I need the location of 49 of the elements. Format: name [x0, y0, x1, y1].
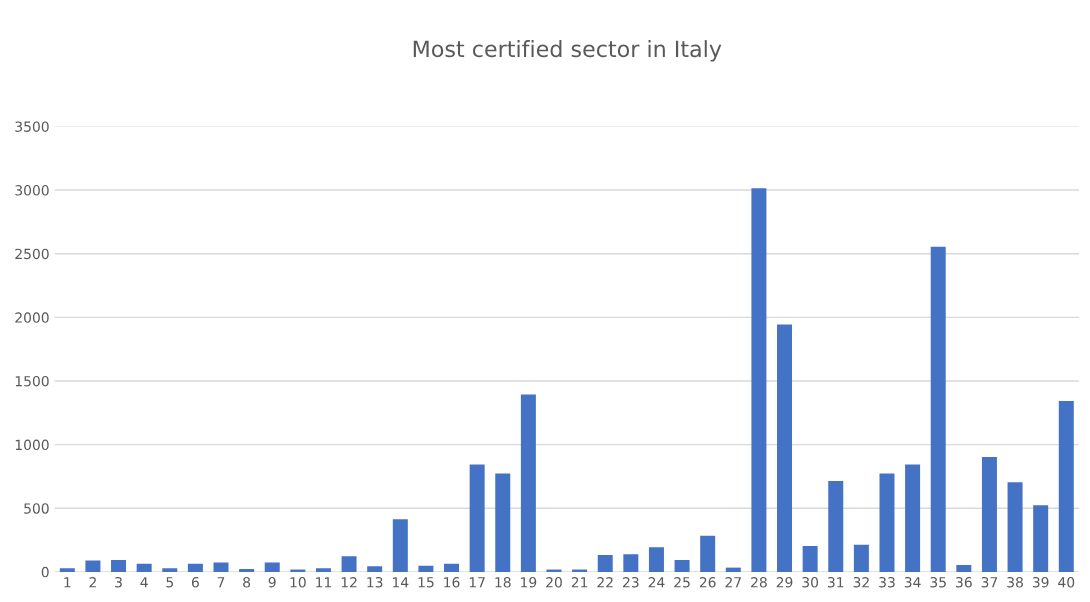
x-tick-label: 38 — [1007, 577, 1023, 588]
x-tick-label: 16 — [444, 577, 460, 588]
x-tick-label: 24 — [648, 577, 665, 588]
x-tick-label: 22 — [597, 577, 613, 588]
x-tick-label: 40 — [1058, 577, 1075, 588]
x-tick-label: 8 — [243, 577, 251, 588]
x-tick-label: 34 — [904, 577, 921, 588]
x-tick-label: 14 — [392, 577, 409, 588]
y-tick-label: 2500 — [15, 248, 49, 260]
x-tick-label: 37 — [981, 577, 998, 588]
x-tick-label: 36 — [956, 577, 972, 588]
x-tick-label: 32 — [853, 577, 869, 588]
y-tick-label: 3500 — [15, 121, 49, 132]
x-tick-label: 6 — [191, 577, 199, 588]
x-tick-label: 2 — [89, 577, 96, 588]
x-tick-label: 19 — [521, 577, 537, 588]
y-tick-label: 2000 — [15, 312, 49, 323]
x-tick-label: 29 — [776, 577, 793, 588]
y-tick-label: 1500 — [15, 375, 49, 387]
x-tick-label: 30 — [802, 577, 819, 588]
x-tick-label: 27 — [725, 577, 741, 588]
y-tick-label: 1000 — [15, 439, 49, 451]
x-tick-label: 13 — [367, 577, 383, 588]
x-tick-label: 17 — [469, 577, 485, 588]
x-tick-label: 33 — [879, 577, 895, 588]
x-tick-label: 10 — [290, 577, 306, 588]
x-tick-label: 21 — [571, 577, 588, 588]
x-tick-label: 7 — [217, 577, 225, 588]
x-tick-label: 39 — [1032, 577, 1049, 588]
x-tick-label: 15 — [418, 577, 434, 588]
x-tick-label: 3 — [115, 577, 122, 588]
chart-title: Most certified sector in Italy — [413, 40, 722, 62]
y-tick-label: 3000 — [15, 185, 49, 196]
x-tick-label: 23 — [623, 577, 639, 588]
x-tick-label: 28 — [751, 577, 767, 588]
x-tick-label: 26 — [699, 577, 716, 588]
x-tick-label: 12 — [341, 577, 357, 588]
x-tick-label: 20 — [546, 577, 562, 588]
y-tick-label: 500 — [24, 503, 49, 514]
x-tick-label: 35 — [930, 577, 946, 588]
x-tick-label: 9 — [268, 577, 276, 588]
x-tick-label: 11 — [316, 577, 332, 588]
x-tick-label: 4 — [140, 577, 148, 588]
x-tick-label: 5 — [166, 577, 173, 588]
x-tick-label: 18 — [495, 577, 511, 588]
y-tick-label: 0 — [41, 566, 49, 578]
x-tick-label: 25 — [674, 577, 690, 588]
x-tick-label: 1 — [64, 577, 71, 588]
x-tick-label: 31 — [827, 577, 844, 588]
